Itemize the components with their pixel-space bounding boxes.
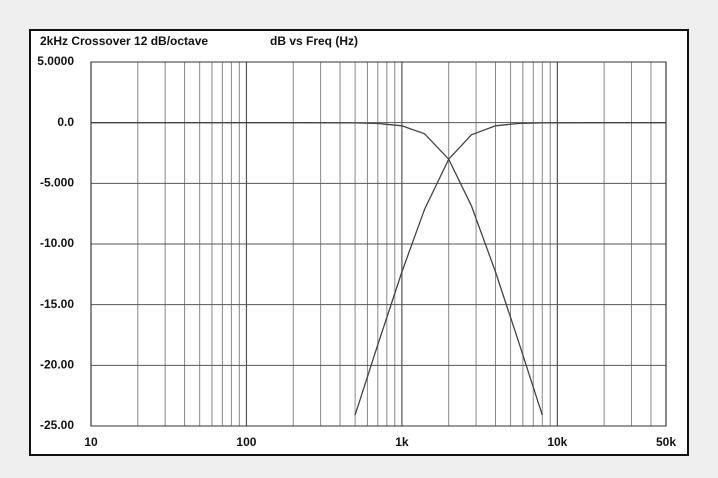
x-tick-label: 100	[236, 435, 256, 449]
y-tick-label: -5.000	[40, 176, 74, 190]
y-tick-label: -10.00	[40, 236, 74, 250]
y-tick-label: -20.00	[40, 358, 74, 372]
chart-title: 2kHz Crossover 12 dB/octave	[40, 34, 208, 48]
plot-frame	[90, 61, 667, 427]
series-line	[354, 122, 666, 416]
y-tick-label: -25.00	[40, 418, 74, 432]
x-tick-label: 10	[84, 435, 98, 449]
x-tick-label: 10k	[547, 435, 567, 449]
y-tick-label: -15.00	[40, 297, 74, 311]
chart-subtitle: dB vs Freq (Hz)	[270, 34, 358, 48]
x-tick-label: 1k	[395, 435, 409, 449]
chart-frame	[29, 29, 689, 456]
x-tick-label: 50k	[656, 435, 676, 449]
series-line	[91, 122, 543, 416]
y-tick-label: 0.0	[57, 115, 74, 129]
y-tick-label: 5.0000	[37, 54, 74, 68]
